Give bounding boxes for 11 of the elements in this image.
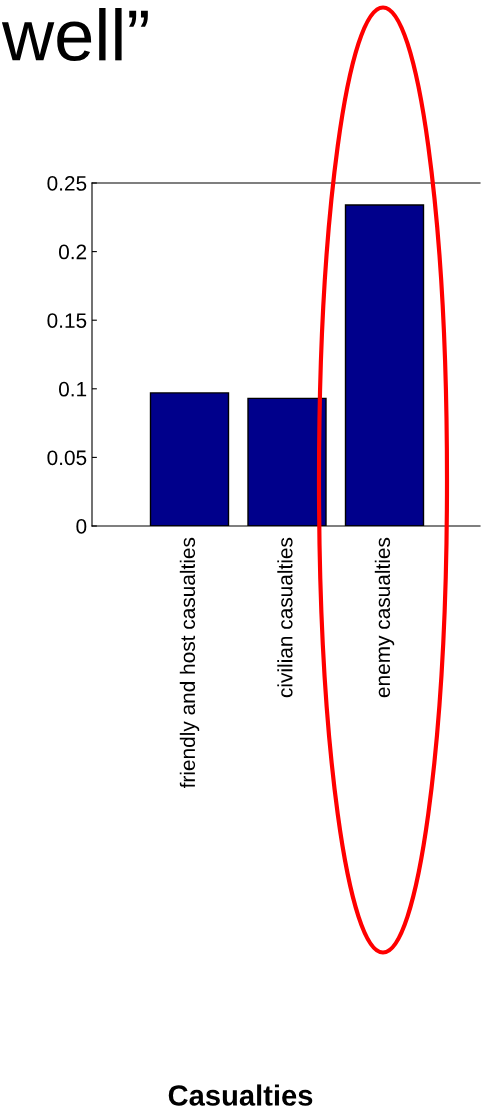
x-tick-label: friendly and host casualties (179, 537, 200, 789)
x-tick-label: enemy casualties (374, 537, 395, 698)
y-tick-label: 0.15 (47, 313, 87, 328)
y-tick-label: 0.05 (47, 450, 87, 466)
y-tick-label: 0.1 (58, 381, 87, 397)
y-tick-label: 0.2 (58, 244, 87, 260)
chart-title: well” (1, 8, 148, 62)
y-tick-label: 0 (76, 519, 87, 534)
x-tick-label: civilian casualties (277, 537, 293, 698)
text: Casualties (168, 1084, 313, 1106)
y-tick-label: 0.25 (47, 176, 87, 191)
